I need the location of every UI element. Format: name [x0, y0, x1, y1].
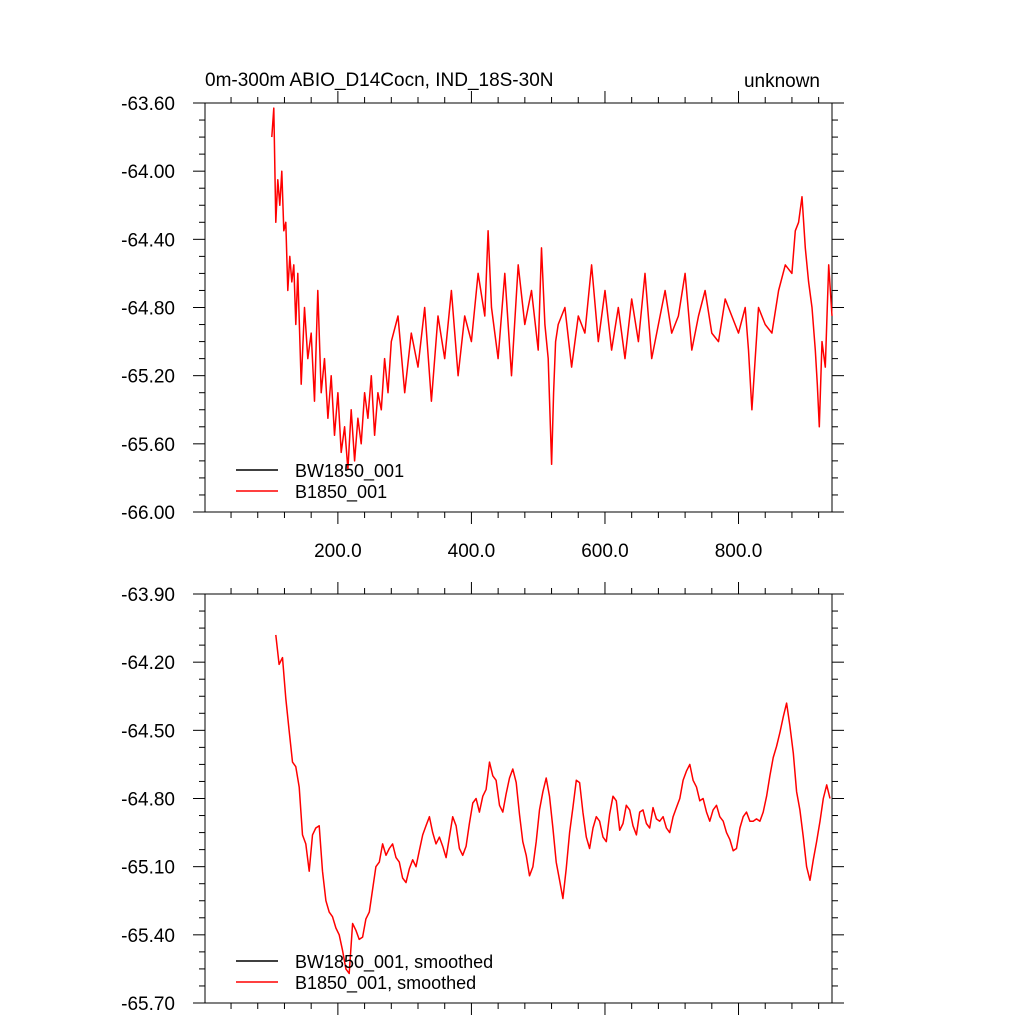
y-tick-label: -64.80 [121, 299, 175, 320]
y-tick-label: -65.70 [121, 994, 175, 1015]
y-tick-label: -63.60 [121, 94, 175, 115]
x-tick-label: 400.0 [448, 541, 496, 562]
x-tick-label: 200.0 [314, 541, 362, 562]
y-tick-label: -64.50 [121, 721, 175, 742]
y-tick-label: -66.00 [121, 503, 175, 524]
legend-label-1: BW1850_001, smoothed [295, 952, 493, 973]
x-tick-label: 600.0 [581, 541, 629, 562]
y-tick-label: -65.60 [121, 435, 175, 456]
series-line-2 [271, 107, 833, 471]
y-tick-label: -65.20 [121, 367, 175, 388]
bottom-panel: -65.70 -65.40 -65.10 -64.80 -64.50 -64.20 -63.… [121, 582, 844, 1015]
x-tick-label: 800.0 [715, 541, 763, 562]
y-tick-label: -65.10 [121, 858, 175, 879]
top-panel: -66.00 -65.60 -65.20 -64.80 -64.40 -64.00 -63.… [121, 91, 844, 562]
y-tick-label: -63.90 [121, 585, 175, 606]
y-tick-label: -64.00 [121, 162, 175, 183]
legend-label-1: BW1850_001 [295, 461, 404, 482]
chart-title: 0m-300m ABIO_D14Cocn, IND_18S-30N [205, 70, 554, 91]
y-tick-label: -64.80 [121, 790, 175, 811]
legend-label-2: B1850_001 [295, 482, 387, 503]
chart-right-label: unknown [744, 71, 820, 92]
y-tick-label: -64.40 [121, 230, 175, 251]
y-tick-label: -65.40 [121, 926, 175, 947]
series-line-2 [275, 634, 831, 975]
legend-label-2: B1850_001, smoothed [295, 973, 476, 994]
y-tick-label: -64.20 [121, 653, 175, 674]
